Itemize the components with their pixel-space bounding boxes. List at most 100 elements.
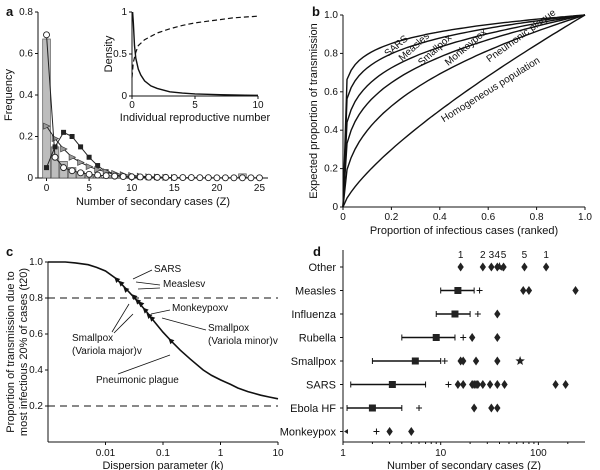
panel-a-negbin-point <box>85 170 93 178</box>
panel-d-category-label: SARS <box>306 380 336 392</box>
panel-d-category-label: Monkeypox <box>280 427 337 439</box>
panel-a-x-tick-label: 5 <box>86 183 92 194</box>
panel-b-curve-sars <box>342 14 586 208</box>
panel-d-diamond <box>572 286 579 295</box>
panel-c-t20-curve <box>48 261 279 400</box>
panel-a-x-tick-label: 15 <box>169 183 181 194</box>
panel-d-diamond <box>542 262 550 272</box>
panel-b-x-tick-label: 0.8 <box>530 212 544 223</box>
panel-b-x-tick-label: 0.2 <box>384 212 398 223</box>
panel-a-negbin-point <box>170 174 178 182</box>
panel-d-x-tick-label: 100 <box>530 448 547 459</box>
panel-d-mean-square <box>451 310 459 318</box>
inset-x-tick-label: 5 <box>192 100 198 111</box>
panel-b-x-tick-label: 1.0 <box>578 212 592 223</box>
panel-c-x-tick-label: 0.1 <box>156 448 170 459</box>
panel-a-x-axis-title: Number of secondary cases (Z) <box>76 196 230 208</box>
panel-d-x-axis-title: Number of secondary cases (Z) <box>387 460 541 470</box>
panel-b-x-tick-label: 0.6 <box>481 212 495 223</box>
panel-d-diamond <box>408 427 415 436</box>
panel-d-x-tick-label: 10 <box>435 448 447 459</box>
panel-a-negbin-point <box>111 172 119 180</box>
inset-y-tick-label: 1 <box>121 7 127 18</box>
panel-a-poisson-point <box>95 163 101 169</box>
panel-d-category-label: Ebola HF <box>290 403 336 415</box>
panel-a-negbin-point <box>136 173 144 181</box>
panel-d-star <box>515 356 525 365</box>
panel-a-negbin-point <box>187 174 195 182</box>
panel-d-header-number: 4 <box>495 250 501 261</box>
panel-a-y-tick-label: 0 <box>27 173 33 184</box>
panel-a-negbin-point <box>43 31 50 39</box>
panel-d-x-tick-label: 1 <box>340 448 346 459</box>
panel-a-y-axis-title: Frequency <box>3 69 15 121</box>
panel-d-diamond <box>457 262 464 272</box>
panel-d-diamond <box>460 380 467 389</box>
panel-c-x-axis-title: Dispersion parameter (k) <box>102 460 223 470</box>
panel-a-geometric-point <box>77 158 85 166</box>
panel-c-x-tick-label: 1 <box>218 448 224 459</box>
panel-c-arrow-line <box>113 313 134 334</box>
panel-d-diamond <box>520 286 527 295</box>
panel-d-category-label: Other <box>308 262 336 274</box>
panel-c-label-measles: Measlesv <box>163 279 205 290</box>
inset-y-tick-label: 0 <box>121 91 127 102</box>
panel-c-point <box>149 315 156 322</box>
panel-d-diamond <box>488 262 495 272</box>
panel-d-diamond <box>501 380 508 389</box>
panel-a-poisson-point <box>61 129 67 135</box>
inset-y-tick-label: 0.5 <box>113 49 127 60</box>
panel-c-y-axis-title-2: most infectious 20% of cases (t20) <box>18 268 30 436</box>
inset-density-curve <box>131 11 259 96</box>
panel-a-y-tick-label: 0.4 <box>19 90 33 101</box>
panel-d-category-label: Rubella <box>299 333 337 345</box>
panel-d-category-label: Influenza <box>291 309 337 321</box>
panel-d-mean-square <box>388 381 396 388</box>
panel-b-curve-label: Monkeypox <box>443 27 489 68</box>
panel-d-diamond <box>460 356 467 366</box>
panel-d-diamond <box>521 262 528 272</box>
panel-b-y-tick-label: 0.6 <box>324 87 338 98</box>
panel-b-y-tick-label: 0 <box>332 202 338 213</box>
panel-c-label-pneumonic-plague: Pneumonic plague <box>96 375 179 386</box>
panel-b-label: b <box>312 4 320 19</box>
panel-c-point <box>123 286 130 293</box>
panel-a-negbin-point <box>213 174 221 182</box>
inset-y-axis-title: Density <box>103 35 115 72</box>
panel-d-diamond <box>479 262 486 272</box>
panel-c-y-tick-label: 0.2 <box>29 401 43 412</box>
panel-c-x-tick-label: 0.01 <box>96 448 116 459</box>
panel-a-negbin-point <box>51 153 59 161</box>
panel-b-x-axis-title: Proportion of infectious cases (ranked) <box>370 225 558 237</box>
panel-c-y-tick-label: 1.0 <box>29 257 43 268</box>
inset-x-axis-title: Individual reproductive number <box>120 112 271 124</box>
inset-cumulative-curve <box>131 15 259 78</box>
panel-c-point <box>138 301 145 308</box>
panel-d-diamond <box>486 380 494 389</box>
panel-a-negbin-point <box>119 173 127 180</box>
panel-b-curve-pneumonic-plague <box>342 14 586 208</box>
panel-a-x-tick-label: 20 <box>211 183 223 194</box>
inset-x-tick-label: 10 <box>252 100 264 111</box>
panel-a-geometric-point <box>51 135 60 143</box>
panel-d-diamond <box>479 380 486 389</box>
panel-c-point <box>135 298 142 305</box>
panel-a-negbin-point <box>77 169 85 177</box>
panel-a-negbin-point <box>238 174 246 182</box>
panel-d-diamond <box>494 333 501 342</box>
panel-d-header-number: 5 <box>501 250 507 261</box>
panel-a-poisson-point <box>78 144 84 150</box>
panel-b-x-tick-label: 0.4 <box>433 212 447 223</box>
panel-a-negbin-point <box>94 171 102 179</box>
panel-d-diamond <box>469 333 476 342</box>
panel-a-negbin-point <box>145 173 153 181</box>
panel-d-diamond <box>552 380 559 389</box>
panel-a-geometric-point <box>60 145 68 153</box>
panel-d-mean-square <box>411 357 419 365</box>
panel-c-point <box>131 294 138 301</box>
panel-a-label: a <box>6 4 14 19</box>
panel-a-bar: Z=0: 0.67 <box>42 38 51 179</box>
panel-d-diamond <box>562 380 569 389</box>
panel-d-mean-square <box>432 334 440 341</box>
panel-d-category-label: Measles <box>295 286 336 298</box>
